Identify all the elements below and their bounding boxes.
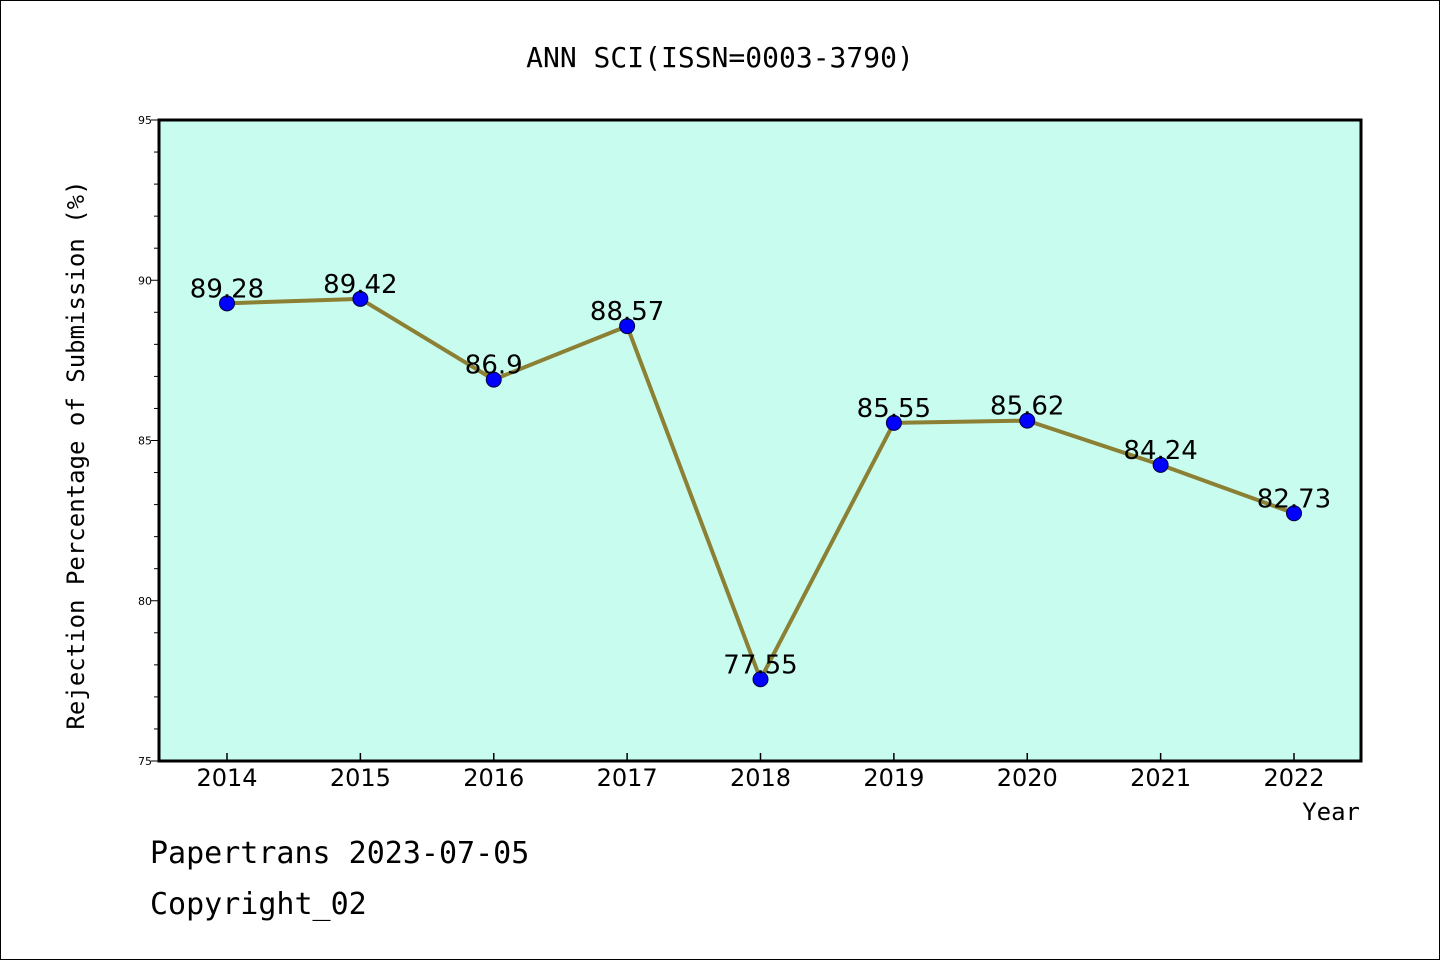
y-tick-label: 90 <box>138 274 152 287</box>
data-point <box>485 371 502 388</box>
data-point <box>352 290 369 307</box>
x-tick-label: 2017 <box>597 764 658 792</box>
x-tick-label: 2018 <box>730 764 791 792</box>
y-tick-label: 95 <box>138 114 152 127</box>
x-tick-label: 2014 <box>196 764 257 792</box>
data-label: 82.73 <box>1257 484 1331 514</box>
y-tick-label: 75 <box>138 755 152 768</box>
data-label: 89.28 <box>190 274 264 304</box>
y-axis: 75 80 85 90 95 <box>138 114 159 768</box>
footer-line-2: Copyright_02 <box>150 887 367 922</box>
data-point <box>1152 456 1169 473</box>
x-tick-label: 2022 <box>1263 764 1324 792</box>
data-point <box>619 318 636 335</box>
y-tick-label: 85 <box>138 435 152 448</box>
data-point <box>752 671 769 688</box>
data-label: 85.55 <box>857 394 931 424</box>
x-tick-label: 2015 <box>330 764 391 792</box>
footer-line-1: Papertrans 2023-07-05 <box>150 836 529 871</box>
data-label: 86.9 <box>465 351 523 381</box>
x-tick-label: 2016 <box>463 764 524 792</box>
plot-area <box>157 118 1363 763</box>
data-label: 89.42 <box>323 270 397 300</box>
x-tick-label: 2021 <box>1130 764 1191 792</box>
data-labels: 89.28 89.42 86.9 88.57 77.55 85.55 85.62 84.24 8… <box>190 270 1331 680</box>
data-point <box>1286 505 1302 522</box>
series-line <box>219 290 1302 688</box>
y-tick-label: 80 <box>138 595 152 608</box>
data-label: 85.62 <box>990 392 1064 422</box>
x-axis: 2014 2015 2016 2017 2018 2019 2020 2021 2022 <box>196 753 1325 792</box>
x-axis-label: Year <box>1302 798 1360 826</box>
x-tick-label: 2020 <box>997 764 1058 792</box>
x-tick-label: 2019 <box>863 764 924 792</box>
data-point <box>885 414 902 431</box>
data-label: 84.24 <box>1123 436 1197 466</box>
data-label: 88.57 <box>590 297 664 327</box>
y-axis-label: Rejection Percentage of Submission (%) <box>62 180 90 729</box>
data-point <box>1019 412 1036 429</box>
data-point <box>219 295 235 312</box>
data-label: 77.55 <box>723 650 797 680</box>
chart-title: ANN SCI(ISSN=0003-3790) <box>526 41 914 74</box>
